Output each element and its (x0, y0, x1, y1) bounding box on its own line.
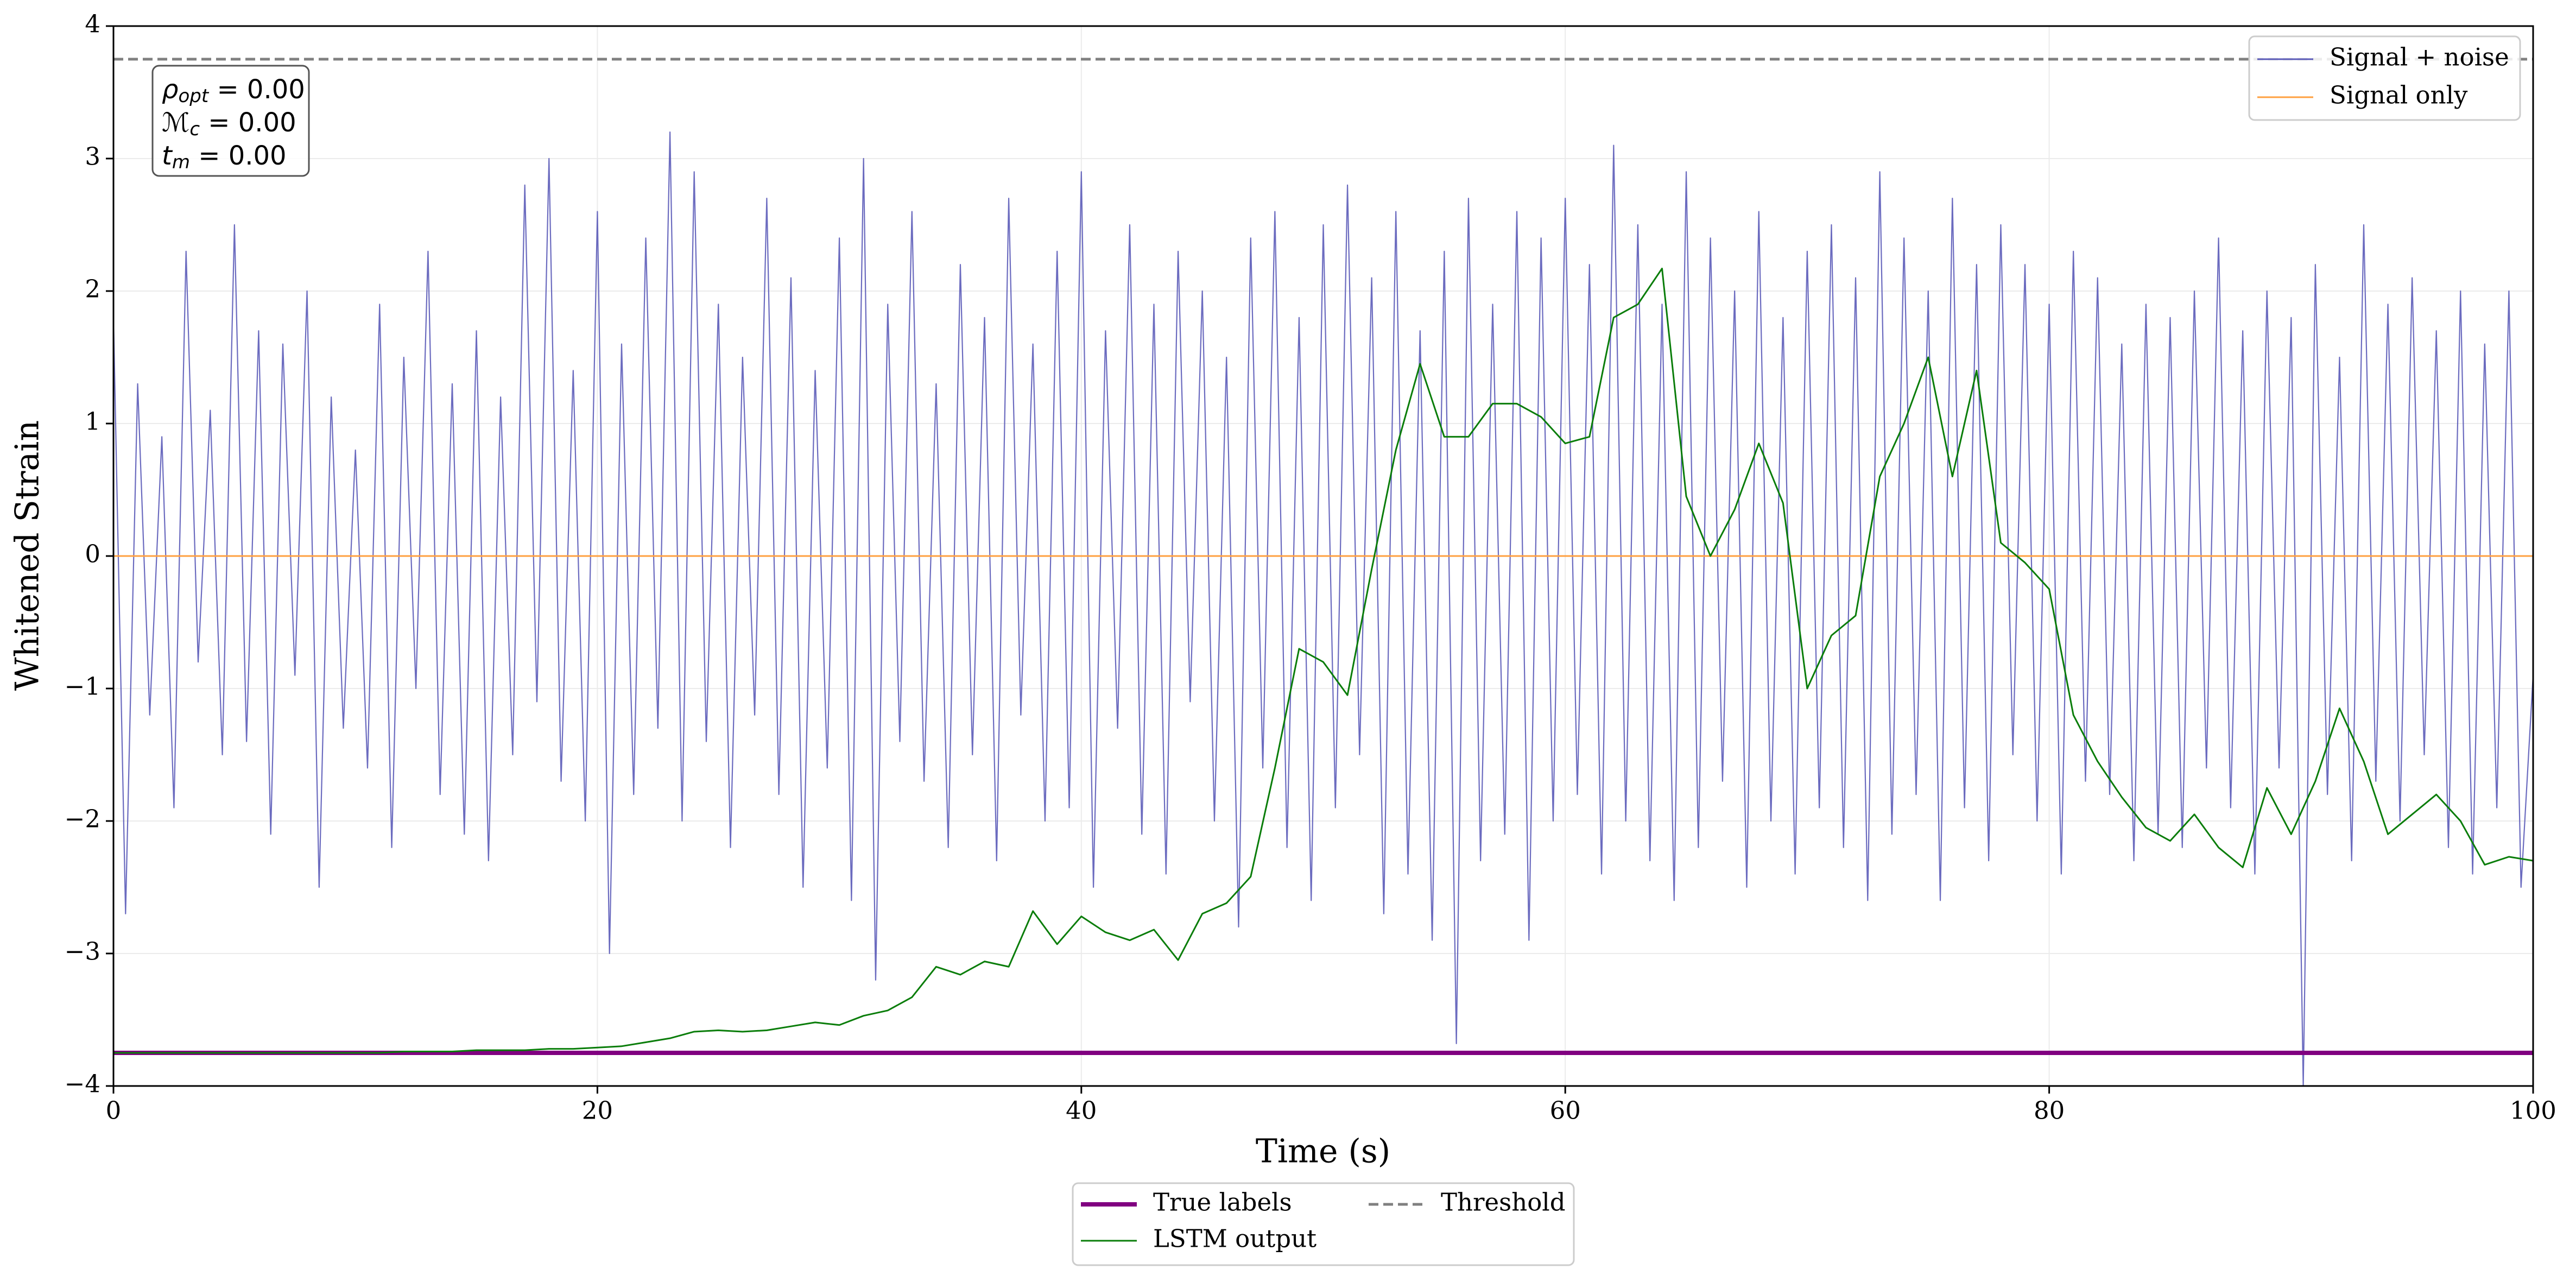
y-axis-label: Whitened Strain (9, 420, 47, 691)
y-tick-label: 4 (85, 10, 100, 39)
annotation-sub: c (189, 118, 200, 140)
legend-label: Threshold (1441, 1188, 1566, 1217)
legend-label: Signal + noise (2330, 43, 2509, 72)
y-tick-label: −2 (65, 805, 100, 833)
legend-box (1072, 1182, 1575, 1266)
legend: Signal + noise Signal only True labels LSTM… (1081, 43, 2509, 1253)
series-line (113, 268, 2533, 1054)
annotation-text: = 0.00 (200, 108, 296, 138)
annotation-line: ρopt = 0.00 (162, 74, 305, 107)
y-tick-label: 1 (85, 407, 100, 436)
legend-label: Signal only (2330, 81, 2468, 110)
annotation-line: ℳc = 0.00 (162, 108, 296, 140)
legend-box (2248, 35, 2521, 121)
annotation-line: tm = 0.00 (162, 141, 287, 173)
annotation-symbol: t (162, 141, 173, 171)
y-tick-label: 2 (85, 275, 100, 304)
x-axis-label: Time (s) (1256, 1133, 1390, 1171)
annotation-text: = 0.00 (208, 74, 305, 105)
y-tick-label: −3 (65, 937, 100, 966)
y-tick-label: 3 (85, 142, 100, 171)
annotation-box (151, 65, 310, 177)
x-tick-label: 0 (106, 1096, 122, 1125)
x-tick-label: 20 (582, 1096, 613, 1125)
legend-label: LSTM output (1153, 1224, 1317, 1253)
y-tick-label: −4 (65, 1070, 100, 1098)
annotation-sub: opt (178, 85, 209, 107)
series-line (113, 131, 2533, 1086)
plot-lines (113, 58, 2533, 1086)
x-tick-label: 60 (1550, 1096, 1581, 1125)
ticks: 0 20 40 60 80 100 −4 −3 −2 −1 0 1 2 3 4 (65, 10, 2556, 1125)
annotation-symbol: ℳ (162, 108, 189, 138)
y-tick-label: 0 (85, 540, 100, 569)
x-tick-label: 100 (2510, 1096, 2556, 1125)
annotation-symbol: ρ (162, 74, 178, 105)
legend-label: True labels (1153, 1188, 1292, 1217)
annotation-sub: m (172, 151, 190, 173)
x-tick-label: 80 (2034, 1096, 2065, 1125)
annotation-text: = 0.00 (190, 141, 287, 171)
y-tick-label: −1 (65, 672, 100, 701)
x-tick-label: 40 (1066, 1096, 1097, 1125)
